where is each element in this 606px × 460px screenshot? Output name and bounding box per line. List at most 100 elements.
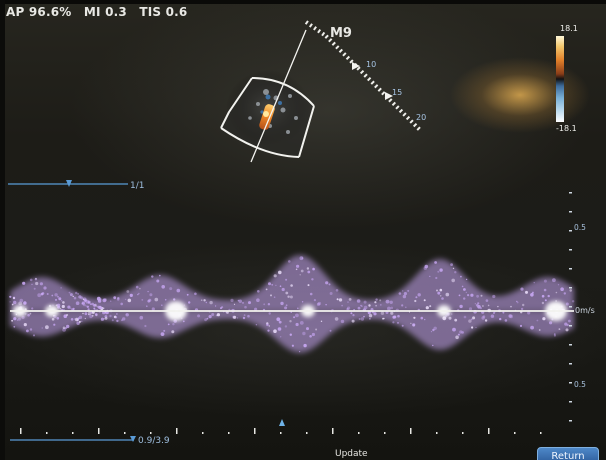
time-axis-tick bbox=[540, 432, 542, 434]
spectrum-speckle bbox=[66, 313, 69, 317]
spectrum-speckle bbox=[87, 301, 91, 304]
spectrum-speckle bbox=[439, 295, 442, 297]
spectrum-speckle bbox=[284, 325, 288, 328]
spectrum-speckle bbox=[43, 286, 47, 290]
spectrum-speckle bbox=[163, 329, 166, 332]
spectrum-speckle bbox=[439, 288, 443, 292]
depth-scale bbox=[304, 20, 422, 132]
spectrum-speckle bbox=[363, 315, 365, 318]
doppler-spectrum bbox=[9, 255, 575, 353]
spectrum-speckle bbox=[306, 267, 310, 270]
spectrum-speckle bbox=[432, 328, 435, 332]
spectrum-speckle bbox=[569, 289, 572, 292]
spectrum-speckle bbox=[312, 267, 315, 271]
velocity-zero-label: 0m/s bbox=[575, 306, 595, 315]
spectrum-speckle bbox=[315, 328, 318, 331]
spectrum-speckle bbox=[236, 317, 239, 319]
spectrum-speckle bbox=[437, 291, 441, 295]
spectrum-speckle bbox=[414, 299, 417, 303]
spectrum-speckle bbox=[95, 313, 98, 316]
spectrum-speckle bbox=[287, 295, 290, 298]
spectrum-speckle bbox=[182, 320, 185, 323]
color-velocity-bar bbox=[556, 36, 564, 122]
spectrum-speckle bbox=[27, 313, 30, 317]
time-axis-tick bbox=[254, 428, 256, 434]
spectrum-speckle bbox=[502, 311, 505, 314]
spectrum-speckle bbox=[56, 317, 60, 320]
spectrum-speckle bbox=[171, 330, 175, 334]
spectrum-speckle bbox=[66, 324, 70, 329]
depth-label-20: 20 bbox=[416, 113, 427, 122]
spectrum-speckle bbox=[104, 317, 108, 320]
spectrum-speckle bbox=[29, 312, 32, 315]
spectrum-speckle bbox=[352, 314, 355, 317]
spectrum-speckle bbox=[69, 293, 73, 297]
spectrum-speckle bbox=[278, 270, 282, 275]
spectrum-speckle bbox=[149, 293, 153, 297]
spectrum-speckle bbox=[303, 343, 307, 348]
spectrum-speckle bbox=[115, 316, 118, 319]
spectrum-speckle bbox=[186, 293, 189, 296]
spectrum-speckle bbox=[566, 323, 569, 327]
spectrum-speckle bbox=[487, 304, 490, 307]
time-axis-cursor-icon[interactable] bbox=[130, 436, 136, 442]
spectrum-speckle bbox=[75, 301, 80, 306]
spectrum-speckle bbox=[468, 307, 473, 311]
spectrum-speckle bbox=[320, 320, 323, 322]
spectrum-envelope bbox=[10, 311, 574, 353]
spectrum-speckle bbox=[57, 295, 59, 298]
update-button[interactable]: Update bbox=[335, 449, 368, 459]
spectrum-speckle bbox=[160, 332, 165, 336]
spectrum-speckle bbox=[468, 319, 472, 323]
spectrum-speckle bbox=[13, 300, 17, 305]
spectrum-speckle bbox=[424, 264, 429, 269]
spectrum-speckle bbox=[558, 328, 561, 330]
spectrum-speckle bbox=[328, 283, 331, 286]
spectrum-speckle bbox=[176, 288, 181, 293]
spectrum-speckle bbox=[243, 314, 246, 316]
spectrum-speckle bbox=[281, 287, 285, 292]
spectrum-speckle bbox=[99, 298, 102, 301]
spectrum-speckle bbox=[435, 276, 438, 280]
spectrum-speckle bbox=[62, 328, 66, 332]
baseline-cursor-icon[interactable] bbox=[66, 180, 72, 187]
return-button[interactable]: Return bbox=[537, 447, 599, 460]
time-marker-icon[interactable] bbox=[279, 419, 285, 426]
spectrum-speckle bbox=[197, 314, 201, 318]
spectrum-speckle bbox=[412, 323, 416, 327]
spectrum-speckle bbox=[289, 333, 292, 336]
spectrum-speckle bbox=[346, 307, 349, 311]
spectrum-speckle bbox=[398, 292, 402, 295]
spectrum-speckle bbox=[78, 320, 81, 323]
spectrum-speckle bbox=[169, 287, 173, 291]
spectrum-speckle bbox=[543, 279, 547, 283]
spectrum-speckle bbox=[85, 305, 87, 307]
spectrum-envelope bbox=[10, 255, 574, 311]
spectrum-speckle bbox=[100, 307, 103, 310]
spectrum-speckle bbox=[458, 294, 461, 297]
spectrum-speckle bbox=[520, 287, 524, 291]
velocity-axis-tick bbox=[569, 268, 572, 270]
spectrum-speckle bbox=[445, 292, 450, 297]
spectrum-speckle bbox=[82, 312, 84, 315]
spectrum-speckle bbox=[116, 313, 118, 315]
spectrum-speckle bbox=[313, 299, 316, 302]
spectrum-speckle bbox=[216, 313, 220, 317]
time-axis-tick bbox=[514, 432, 516, 434]
spectrum-speckle bbox=[84, 312, 88, 316]
spectrum-speckle bbox=[542, 317, 546, 321]
spectrum-control-line[interactable] bbox=[8, 180, 128, 187]
spectrum-speckle bbox=[84, 317, 86, 320]
spectrum-speckle bbox=[504, 319, 508, 322]
spectrum-speckle bbox=[465, 291, 467, 293]
spectrum-speckle bbox=[61, 304, 65, 309]
spectrum-speckle bbox=[541, 301, 545, 305]
time-axis-tick bbox=[332, 428, 334, 434]
spectrum-speckle bbox=[270, 294, 272, 297]
spectrum-speckle bbox=[280, 301, 284, 306]
spectrum-speckle bbox=[530, 293, 534, 297]
time-axis-tick bbox=[98, 428, 100, 434]
spectrum-speckle bbox=[137, 293, 139, 296]
spectrum-speckle bbox=[368, 304, 371, 307]
spectrum-speckle bbox=[397, 314, 400, 318]
